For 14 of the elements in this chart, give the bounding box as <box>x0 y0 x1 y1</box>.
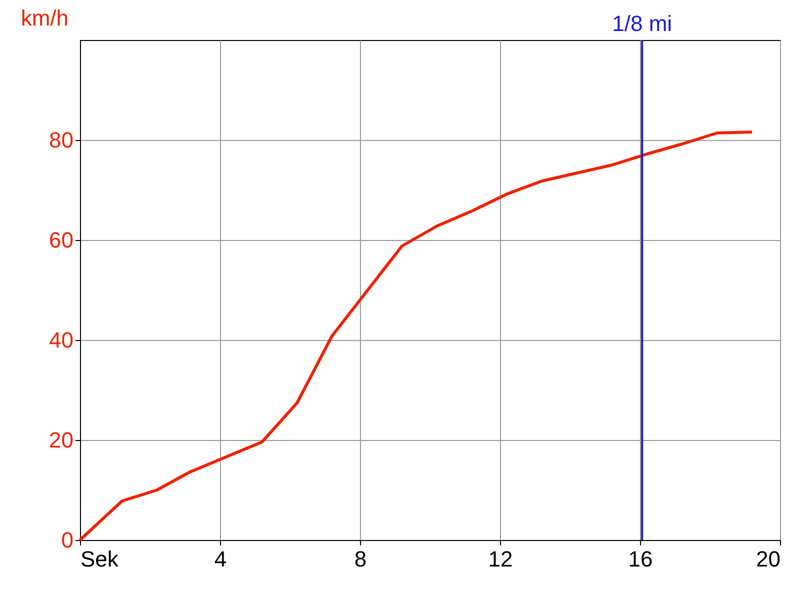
line-series <box>78 130 754 542</box>
y-tick-label: 80 <box>49 128 74 152</box>
x-tick-label: 12 <box>488 546 513 572</box>
ref-line-label: 1/8 mi <box>612 11 672 36</box>
y-tick-label: 20 <box>49 428 74 452</box>
x-tick-label: 16 <box>628 546 653 572</box>
x-tick-label: 8 <box>354 546 367 572</box>
y-axis-title: km/h <box>20 6 68 30</box>
x-tick-label: Sek <box>80 546 120 572</box>
y-tick-label: 40 <box>49 328 74 352</box>
y-tick-label: 0 <box>61 528 74 552</box>
x-tick-label: 4 <box>214 546 227 572</box>
y-tick-label: 60 <box>49 228 74 252</box>
x-tick-label: 20 <box>756 546 780 572</box>
